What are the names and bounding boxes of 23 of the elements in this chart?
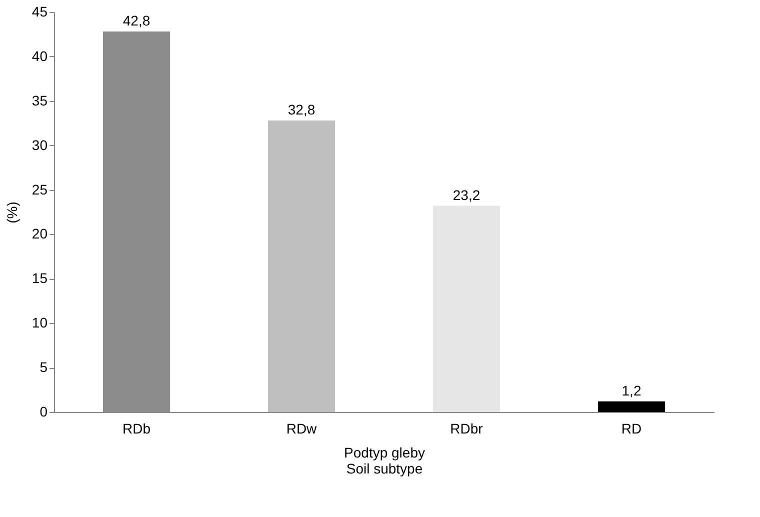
y-tick-label: 35 [32, 92, 48, 108]
bar [268, 120, 335, 412]
y-tick-label: 10 [32, 314, 48, 331]
bar [598, 401, 665, 412]
data-label: 1,2 [622, 382, 642, 398]
y-tick-label: 30 [32, 136, 48, 153]
x-tick-label: RDbr [450, 420, 484, 436]
bar [433, 206, 500, 412]
y-tick-label: 20 [32, 226, 48, 242]
data-label: 42,8 [122, 12, 150, 29]
x-axis-title: Podtyp gleby Soil subtype [344, 444, 425, 476]
y-tick-label: 40 [32, 48, 48, 64]
x-tick-label: RDb [122, 420, 151, 436]
y-tick-label: 15 [32, 270, 48, 286]
data-label: 32,8 [288, 101, 316, 118]
x-tick-label: RDw [286, 420, 318, 436]
y-tick-label: 25 [32, 181, 48, 198]
data-label: 23,2 [452, 186, 480, 203]
y-tick-label: 5 [40, 359, 48, 376]
y-tick-label: 45 [32, 4, 48, 20]
y-axis-title: (%) [4, 202, 20, 224]
x-tick-label: RD [621, 420, 642, 436]
y-tick-label: 0 [40, 404, 48, 420]
